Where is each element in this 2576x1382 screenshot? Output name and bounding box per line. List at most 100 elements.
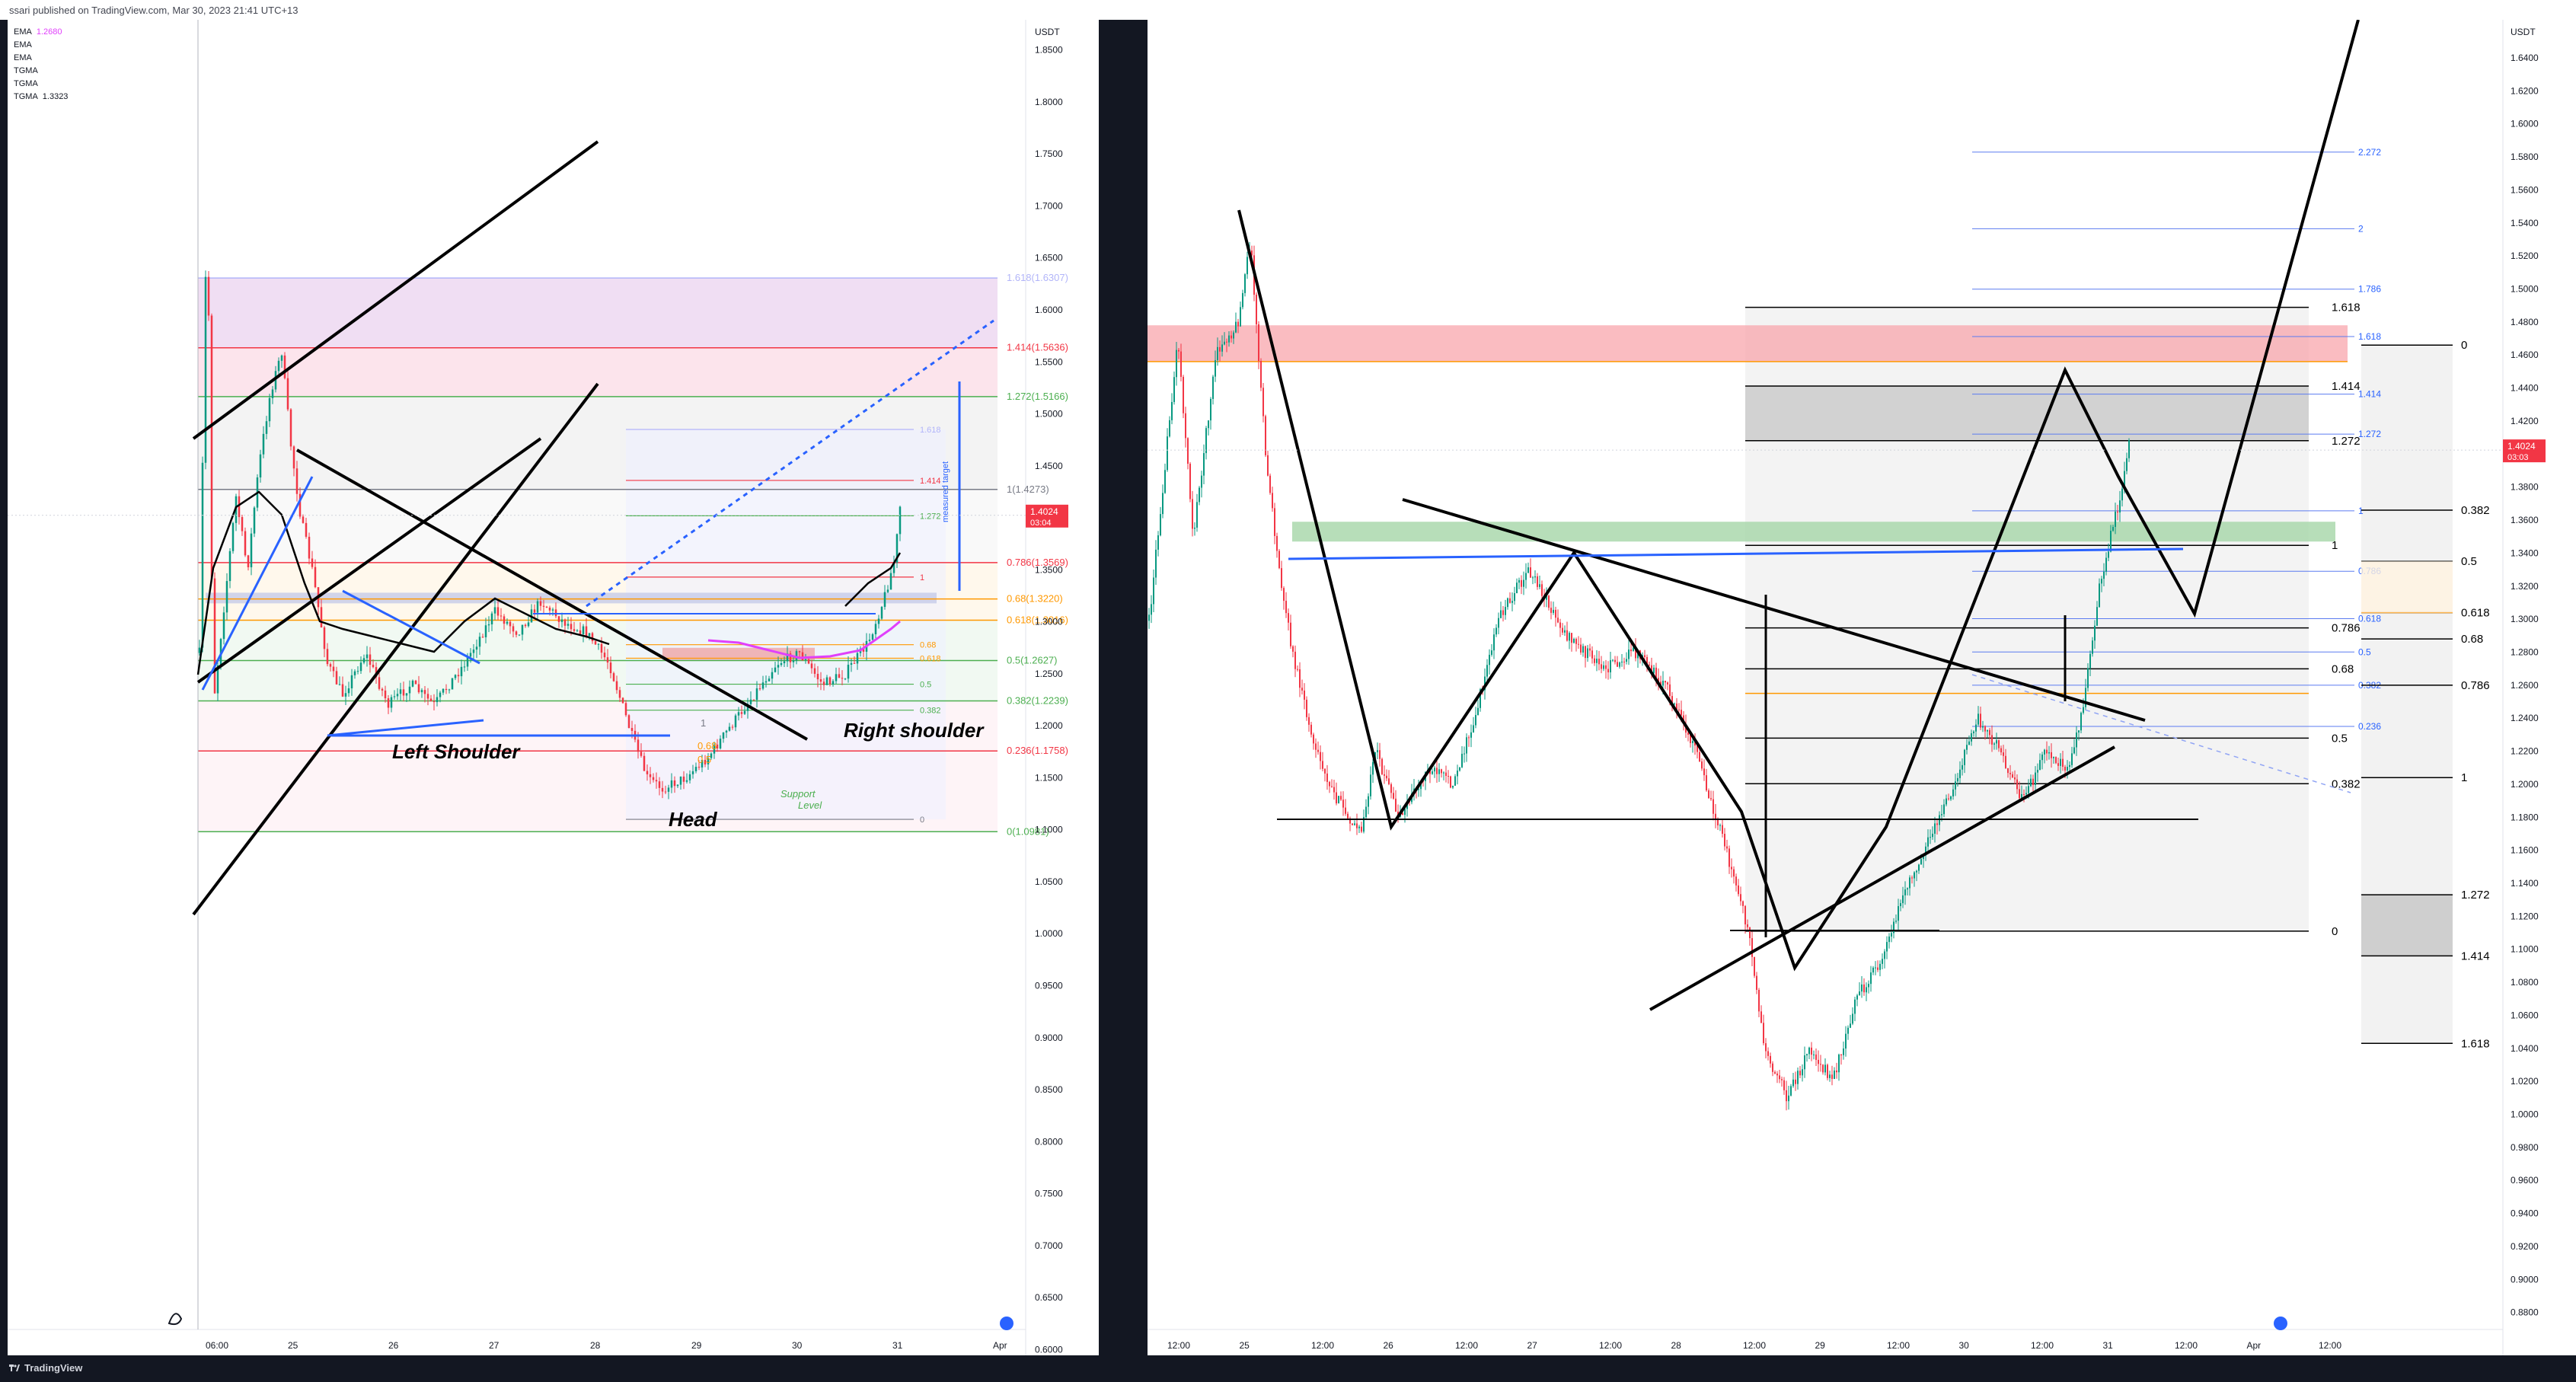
candle-body	[2000, 748, 2002, 753]
candle-body	[1288, 613, 1289, 623]
price-tick-label: 1.4400	[2511, 383, 2539, 394]
candle-body	[320, 607, 323, 628]
candle-body	[1155, 549, 1157, 578]
candle-body	[1966, 745, 1968, 750]
legend-row[interactable]: TGMA	[14, 78, 68, 91]
candle-body	[286, 378, 289, 410]
candle-body	[1486, 665, 1488, 677]
candle-body	[527, 622, 530, 627]
candle-body	[1294, 651, 1296, 669]
side-fib-label: 1.618	[2461, 1037, 2490, 1050]
price-tick-label: 1.3000	[2511, 614, 2539, 624]
countdown-label: 03:03	[2507, 453, 2529, 462]
fib-label: 1(1.4273)	[1007, 484, 1049, 495]
inner-fib-label: 1.414	[920, 477, 941, 486]
currency-label: USDT	[2511, 27, 2536, 37]
fib-zone	[198, 278, 998, 348]
candle-body	[1802, 1069, 1803, 1076]
candle-body	[353, 671, 356, 675]
candle-body	[1443, 772, 1444, 774]
candle-body	[1404, 809, 1406, 815]
price-tick-label: 1.5000	[2511, 284, 2539, 295]
candle-body	[478, 637, 481, 647]
time-tick-label: 12:00	[1311, 1340, 1334, 1351]
right-chart-svg[interactable]: 1.618 1.414 1.272 1 0.786 0.68 0.5 0.382 0 2.272 2…	[1148, 20, 2576, 1355]
candle-body	[548, 607, 551, 611]
candle-body	[1792, 1079, 1794, 1087]
candle-body	[2032, 778, 2034, 786]
candle-body	[1651, 665, 1652, 673]
candle-body	[439, 692, 442, 697]
blue-fib-label: 1.618	[2358, 331, 2381, 342]
candle-body	[2016, 779, 2018, 790]
candle-body	[475, 646, 478, 650]
candle-body	[1315, 743, 1317, 750]
candle-body	[1612, 659, 1614, 661]
legend-row[interactable]: EMA 1.2680	[14, 26, 68, 39]
publish-header: ssari published on TradingView.com, Mar …	[0, 0, 2576, 20]
candle-body	[1959, 769, 1961, 778]
candle-body	[1962, 764, 1963, 770]
candle-body	[1336, 792, 1337, 804]
candle-body	[2112, 526, 2114, 531]
time-tick-label: 26	[388, 1340, 399, 1351]
candle-body	[786, 653, 789, 662]
candle-body	[1247, 257, 1248, 275]
candle-body	[1242, 292, 1243, 308]
candle-body	[722, 732, 725, 739]
candle-body	[816, 673, 819, 680]
candle-body	[1975, 724, 1977, 732]
legend-row[interactable]: EMA	[14, 52, 68, 65]
candle-body	[2030, 778, 2032, 787]
candle-body	[2078, 730, 2080, 733]
candle-body	[758, 688, 761, 690]
candle-body	[1429, 769, 1431, 774]
inner-fib-label: 0.382	[920, 707, 941, 716]
candle-body	[697, 767, 701, 768]
candle-body	[838, 674, 841, 678]
side-fib-label: 0.786	[2461, 679, 2490, 692]
right-chart-pane[interactable]: 1.618 1.414 1.272 1 0.786 0.68 0.5 0.382 0 2.272 2…	[1148, 20, 2576, 1355]
legend-row[interactable]: EMA	[14, 39, 68, 52]
candle-body	[2064, 767, 2066, 771]
candle-body	[454, 675, 457, 678]
price-tick-label: 1.0600	[2511, 1010, 2539, 1020]
candle-body	[1498, 618, 1499, 628]
left-chart-pane[interactable]: 1.618(1.6307) 1.414(1.5636) 1.272(1.5166) 1…	[8, 20, 1099, 1355]
candle-body	[734, 715, 737, 728]
candle-body	[1598, 659, 1600, 665]
fib-label: 1.272	[2332, 435, 2361, 448]
candle-body	[1562, 627, 1563, 633]
candle-body	[1859, 991, 1860, 996]
candle-body	[1941, 814, 1942, 815]
price-tick-label: 1.1400	[2511, 878, 2539, 889]
pane-divider[interactable]	[1099, 20, 1148, 1355]
legend-row[interactable]: TGMA	[14, 65, 68, 78]
candle-body	[1548, 595, 1550, 608]
candle-body	[707, 758, 710, 764]
candle-body	[1591, 650, 1593, 659]
flag-icon	[1000, 1317, 1013, 1330]
candle-body	[2046, 749, 2048, 754]
candle-body	[1553, 609, 1554, 613]
candle-body	[1977, 713, 1979, 725]
candle-body	[1210, 398, 1211, 421]
legend-row[interactable]: TGMA 1.3323	[14, 91, 68, 104]
candle-body	[1365, 806, 1367, 818]
candle-body	[1687, 732, 1689, 736]
candle-body	[728, 726, 731, 731]
candle-body	[1706, 775, 1707, 791]
candle-body	[1671, 696, 1673, 704]
candle-body	[1936, 823, 1938, 825]
candle-body	[1781, 1079, 1783, 1080]
candle-body	[512, 626, 515, 632]
candle-body	[201, 462, 204, 648]
candle-body	[1267, 455, 1269, 476]
side-fib-label: 0	[2461, 339, 2467, 352]
left-chart-svg[interactable]: 1.618(1.6307) 1.414(1.5636) 1.272(1.5166) 1…	[8, 20, 1099, 1355]
candle-body	[1765, 1043, 1767, 1052]
candle-body	[1402, 812, 1403, 815]
candle-body	[1767, 1051, 1769, 1056]
legend-indicator-value: 1.3323	[42, 92, 69, 101]
candle-body	[1920, 859, 1922, 865]
